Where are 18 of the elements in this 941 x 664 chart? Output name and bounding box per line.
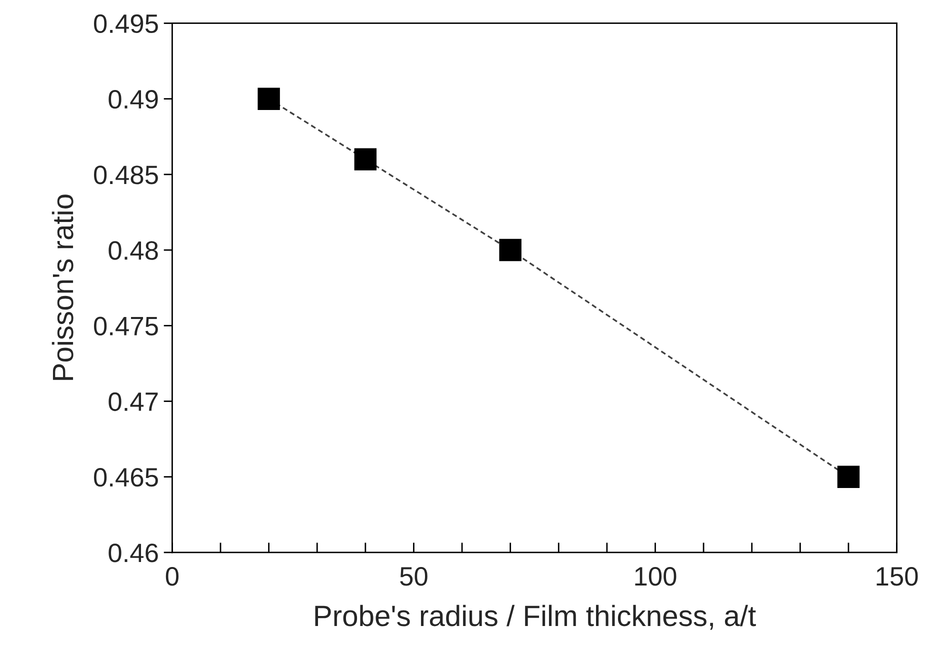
x-tick-label: 50 [400,567,428,586]
point [354,148,377,170]
y-tick-label: 0.47 [108,392,158,412]
y-tick-label: 0.475 [94,316,158,336]
x-tick-label: 100 [635,567,676,586]
point [837,466,860,488]
y-axis-title: Poisson's ratio [52,194,74,380]
x-axis-title: Probe's radius / Film thickness, a/t [315,604,756,630]
y-tick-label: 0.48 [108,241,158,260]
point [499,238,522,262]
y-tick-label: 0.46 [108,544,158,562]
y-tick-label: 0.485 [94,166,158,184]
y-tick-label: 0.495 [94,14,158,34]
point [258,88,280,110]
x-tick-label: 0 [166,567,179,586]
y-tick-label: 0.49 [108,90,158,109]
x-tick-label: 150 [876,567,918,586]
y-tick-label: 0.465 [94,468,158,487]
